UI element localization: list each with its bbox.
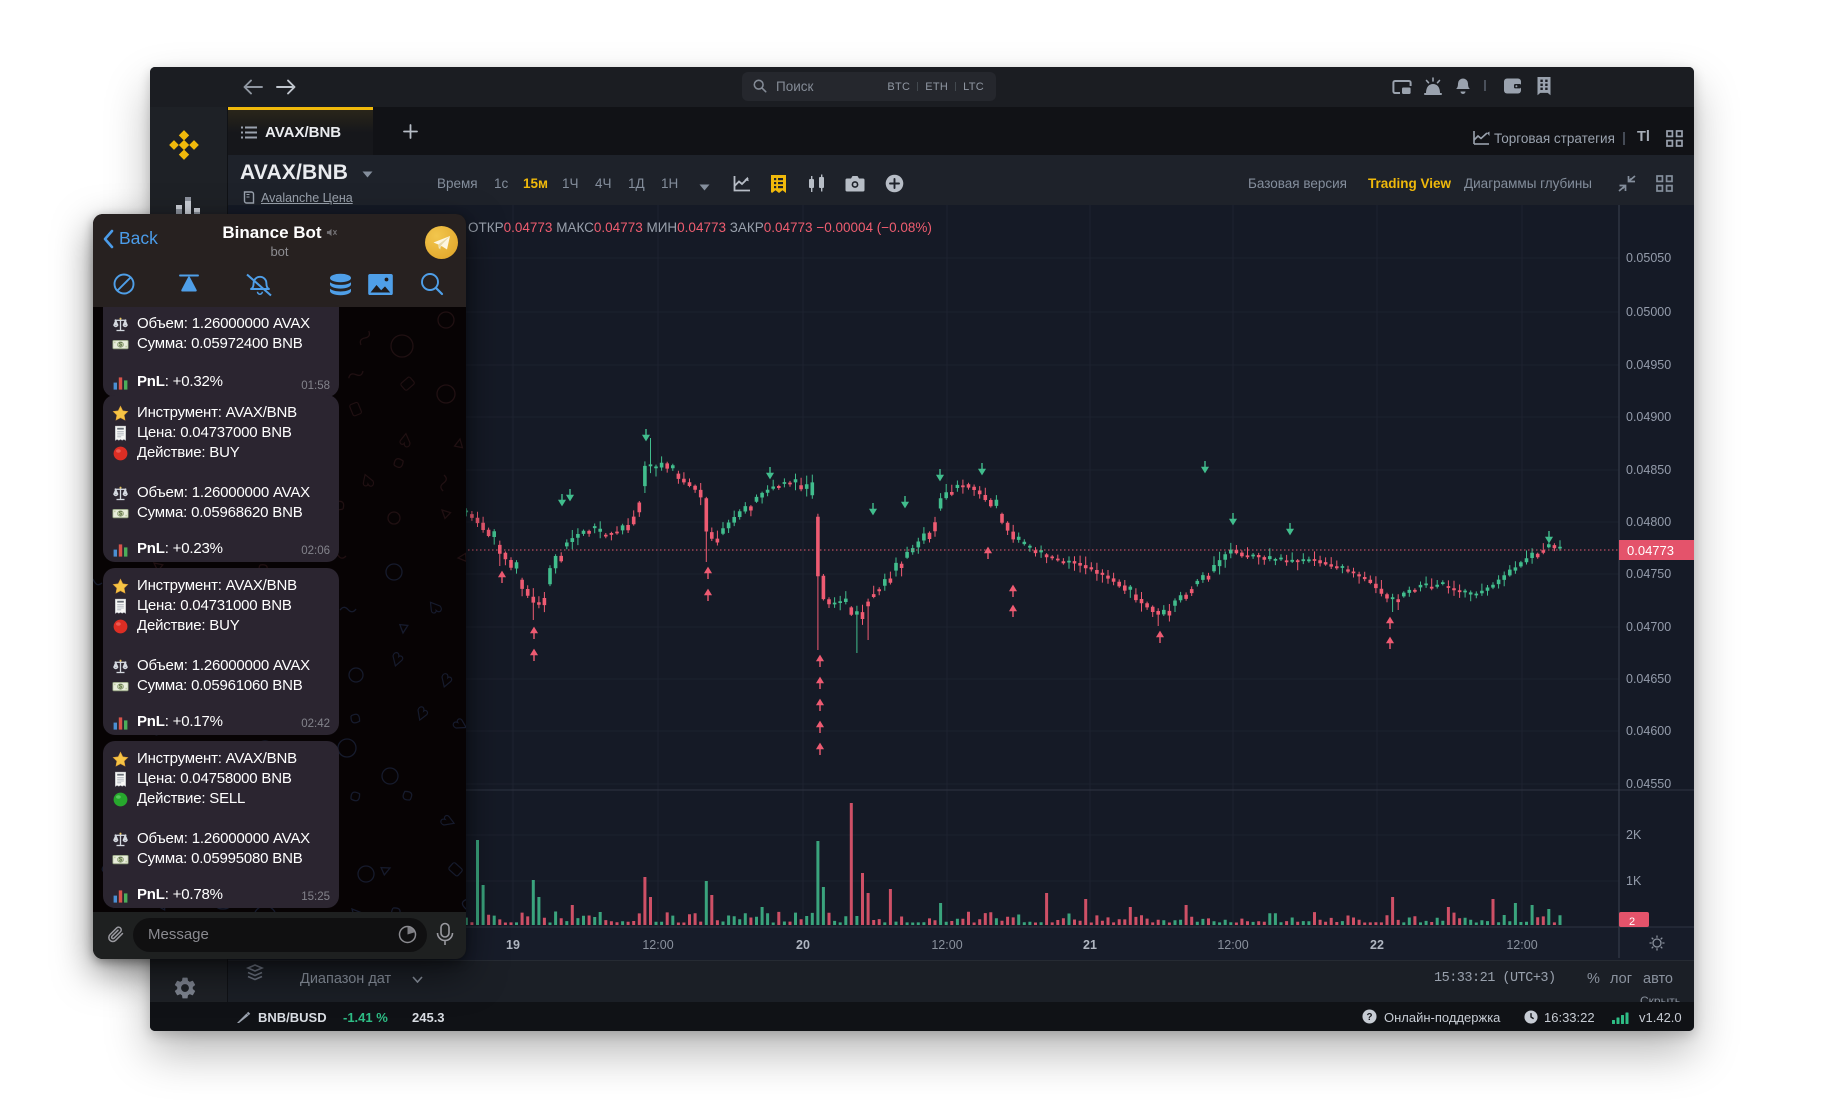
svg-text:$: $ — [119, 342, 123, 349]
svg-text:$: $ — [119, 511, 123, 518]
svg-text:2K: 2K — [1626, 828, 1642, 842]
svg-text:?: ? — [1366, 1012, 1372, 1023]
svg-text:12:00: 12:00 — [1217, 938, 1248, 952]
svg-text:12:00: 12:00 — [642, 938, 673, 952]
svg-text:12:00: 12:00 — [931, 938, 962, 952]
svg-text:0.04950: 0.04950 — [1626, 358, 1671, 372]
svg-text:12:00: 12:00 — [1506, 938, 1537, 952]
svg-text:ОТКР0.04773 МАКС0.04773 МИН0: ОТКР0.04773 МАКС0.04773 МИН0.04773 ЗАКР0… — [468, 220, 932, 235]
svg-text:0.04600: 0.04600 — [1626, 724, 1671, 738]
svg-text:1K: 1K — [1626, 874, 1642, 888]
svg-text:0.04773: 0.04773 — [1627, 543, 1674, 558]
svg-text:0.04850: 0.04850 — [1626, 463, 1671, 477]
svg-text:0.05050: 0.05050 — [1626, 251, 1671, 265]
svg-text:$: $ — [119, 857, 123, 864]
svg-text:0.04550: 0.04550 — [1626, 777, 1671, 791]
svg-text:0.05000: 0.05000 — [1626, 305, 1671, 319]
svg-text:22: 22 — [1370, 938, 1384, 952]
svg-text:19: 19 — [506, 938, 520, 952]
svg-text:0.04700: 0.04700 — [1626, 620, 1671, 634]
svg-text:0.04650: 0.04650 — [1626, 672, 1671, 686]
svg-text:$: $ — [119, 684, 123, 691]
svg-text:21: 21 — [1083, 938, 1097, 952]
svg-text:0.04900: 0.04900 — [1626, 410, 1671, 424]
svg-text:2: 2 — [1629, 916, 1635, 928]
svg-text:20: 20 — [796, 938, 810, 952]
svg-text:0.04750: 0.04750 — [1626, 567, 1671, 581]
svg-text:0.04800: 0.04800 — [1626, 515, 1671, 529]
